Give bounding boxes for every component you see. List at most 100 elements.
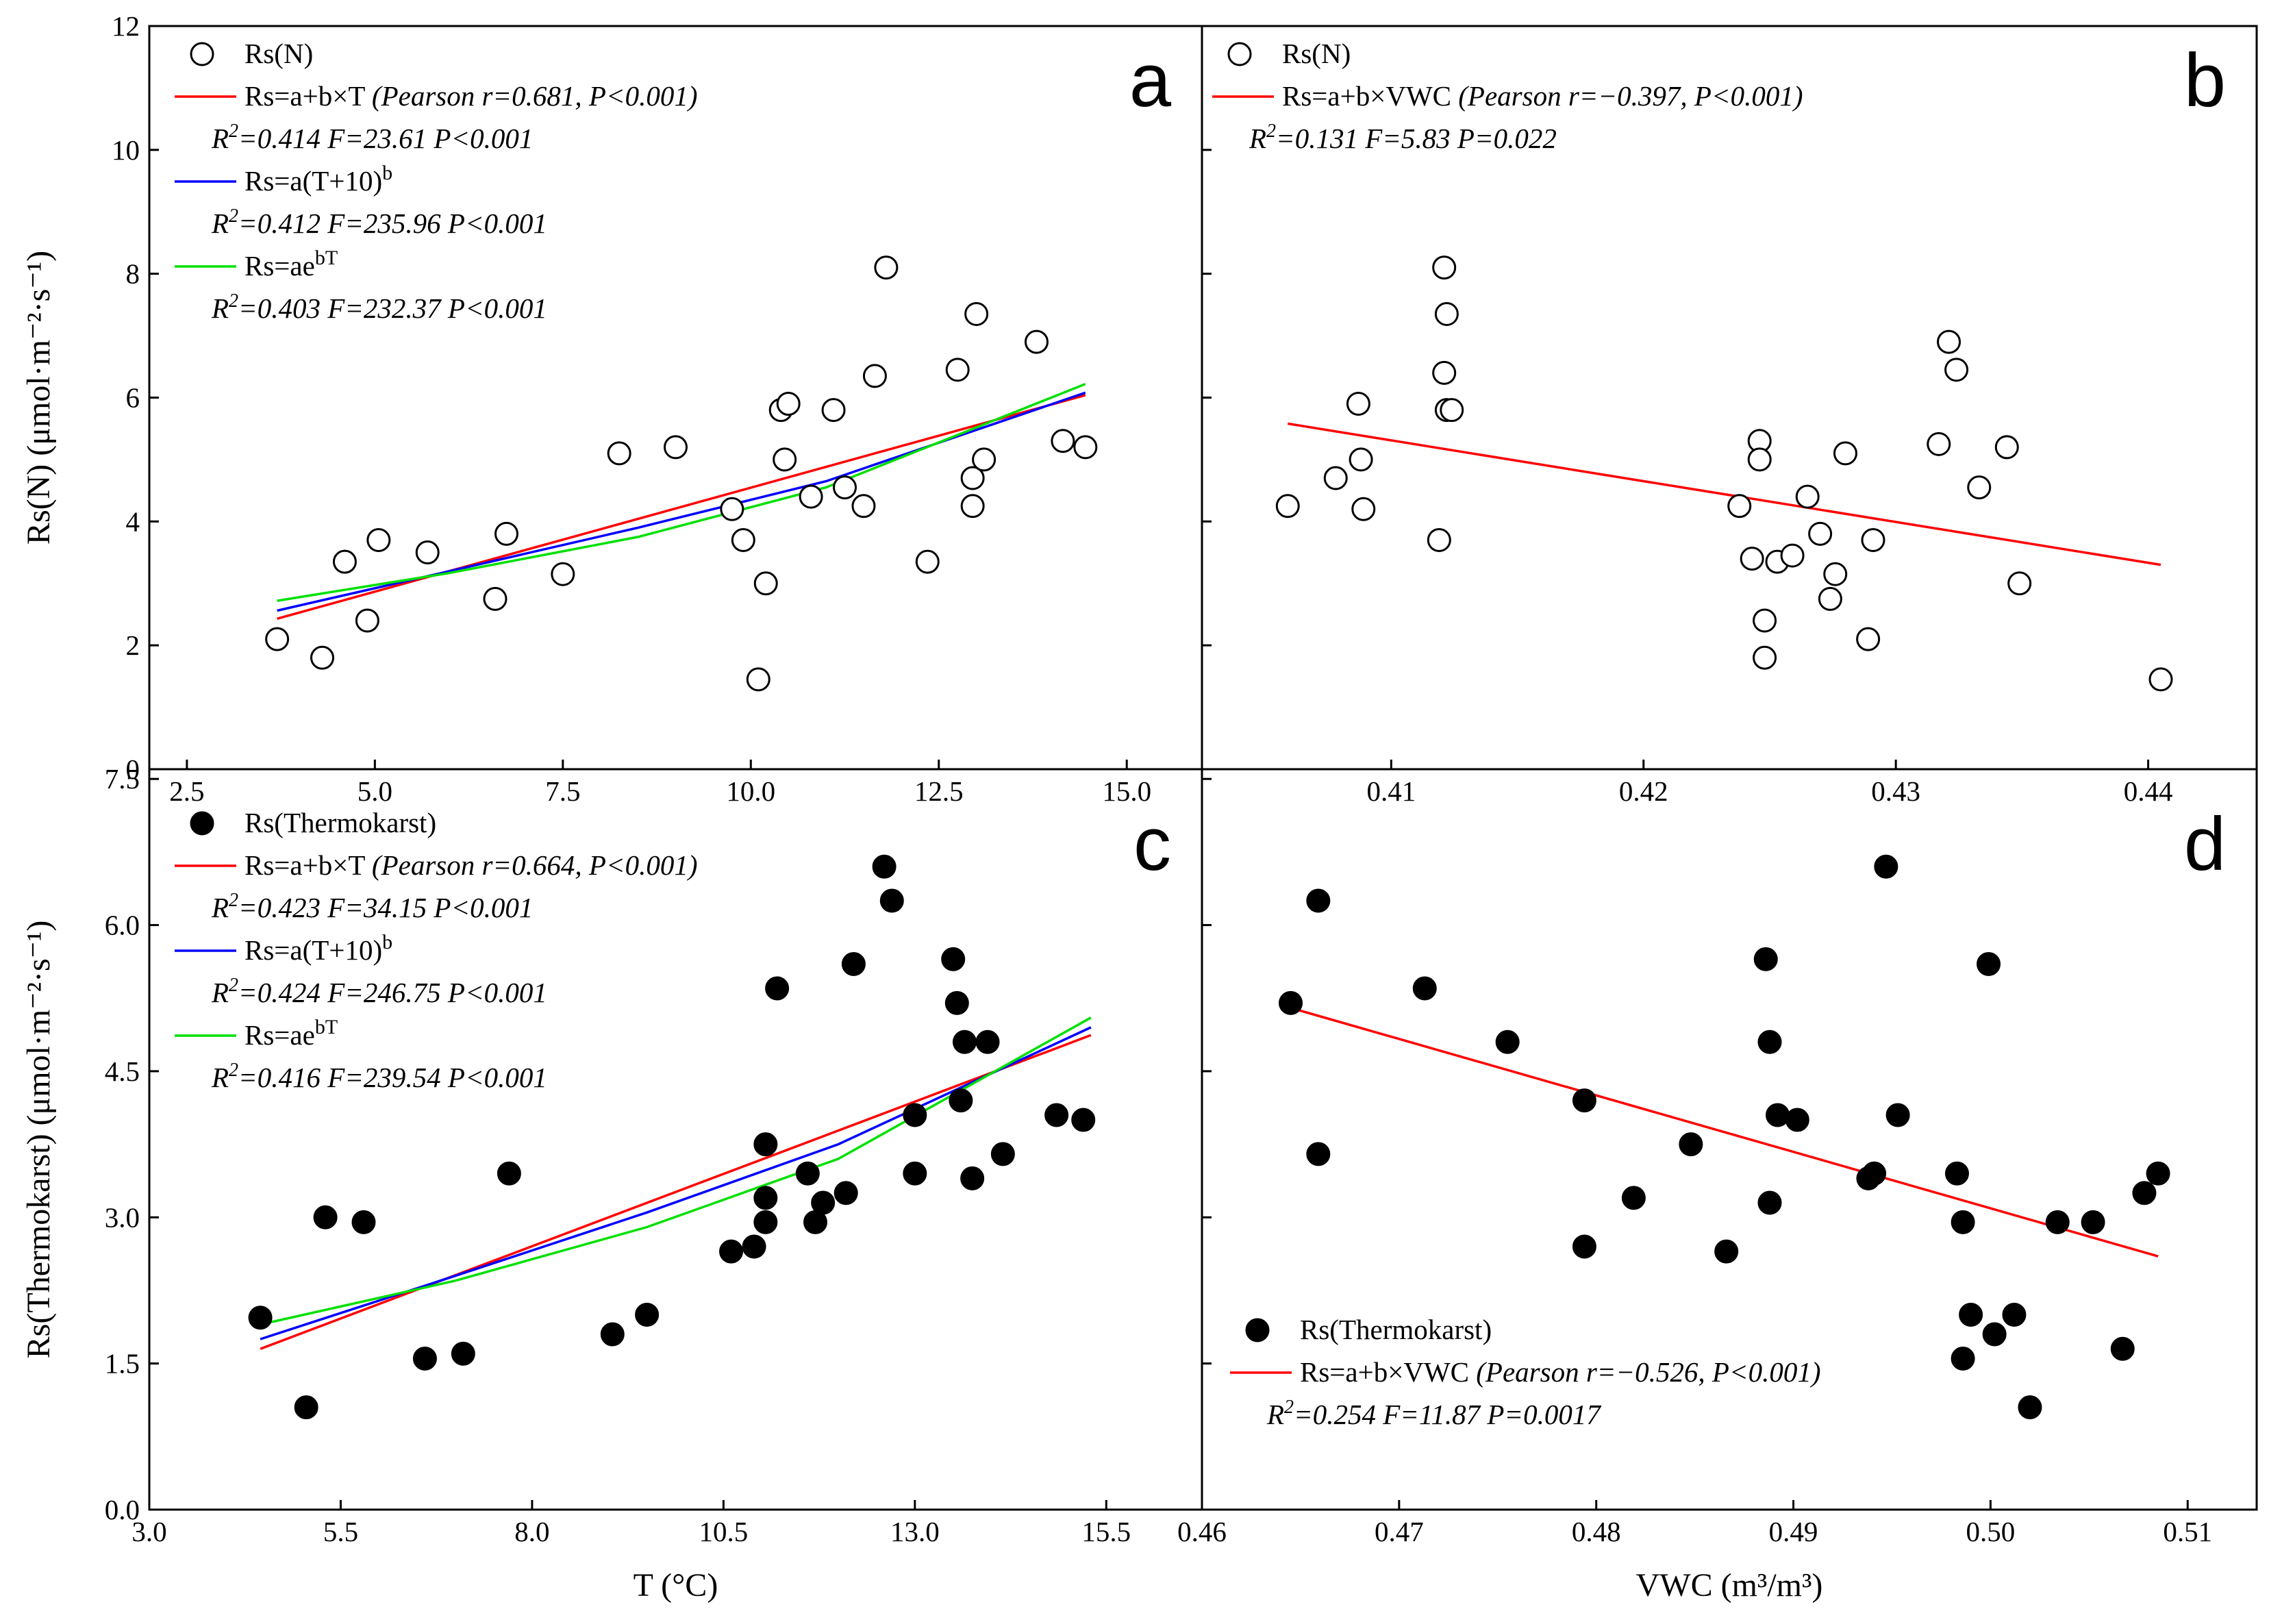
panel-a: 0 2 4 6 8 10 12 2.5 5.0 7.5 10.0 12.5 15.0 a Rs(N) Rs=a… <box>21 10 1203 807</box>
legend-marker <box>190 811 214 836</box>
data-point <box>1785 1108 1809 1132</box>
data-point <box>412 1347 437 1371</box>
x-tick-label: 3.0 <box>131 1516 166 1547</box>
x-tick-label: 5.5 <box>323 1516 358 1547</box>
x-axis-label: T (°C) <box>634 1567 718 1603</box>
data-point <box>1818 586 1842 611</box>
data-point <box>765 976 790 1001</box>
legend-label: Rs=aebT <box>245 1016 338 1051</box>
legend-label: Rs=aebT <box>245 247 338 282</box>
data-point <box>964 301 989 326</box>
x-tick-label: 10.5 <box>699 1516 748 1547</box>
data-point <box>313 1205 338 1229</box>
data-point <box>1051 429 1075 453</box>
legend-marker <box>190 42 214 66</box>
data-point <box>941 947 966 971</box>
data-point <box>753 1186 778 1210</box>
data-point <box>960 466 985 490</box>
data-point <box>1780 543 1805 568</box>
x-tick-label: 0.47 <box>1375 1516 1424 1547</box>
y-tick-label: 6.0 <box>105 910 140 941</box>
data-point <box>1967 475 1992 500</box>
data-point <box>1766 1103 1790 1127</box>
data-point <box>753 571 778 596</box>
data-point <box>355 608 379 633</box>
data-point <box>351 1210 376 1234</box>
data-point <box>1959 1303 1983 1327</box>
legend-label: Rs(N) <box>245 38 313 69</box>
data-point <box>1621 1186 1646 1210</box>
data-point <box>795 1161 820 1186</box>
legend-marker <box>1245 1318 1270 1342</box>
data-point <box>753 1132 778 1157</box>
data-point <box>949 1088 973 1113</box>
data-point <box>879 888 904 913</box>
data-point <box>1951 1347 1975 1371</box>
data-point <box>1823 562 1848 586</box>
legend-stat: R2=0.254 F=11.87 P=0.0017 <box>1266 1397 1601 1430</box>
x-tick-label: 13.0 <box>890 1516 940 1547</box>
data-point <box>607 441 631 466</box>
legend-label: Rs=a+b×T (Pearson r=0.664, P<0.001) <box>245 849 697 881</box>
data-point <box>1944 358 1969 382</box>
data-point <box>1306 1142 1331 1166</box>
data-point <box>2148 667 2173 692</box>
x-tick-label: 0.42 <box>1619 775 1668 807</box>
y-tick-label: 10 <box>112 134 140 166</box>
data-point <box>833 475 857 500</box>
data-point <box>841 951 866 976</box>
data-point <box>799 484 823 509</box>
data-point <box>2007 571 2032 596</box>
x-tick-label: 0.51 <box>2163 1516 2212 1547</box>
x-tick-label: 0.50 <box>1966 1516 2016 1547</box>
data-point <box>972 447 996 472</box>
x-tick-label: 15.0 <box>1102 775 1151 807</box>
y-tick-label: 7.5 <box>105 763 140 795</box>
x-tick-label: 10.0 <box>726 775 775 807</box>
data-point <box>1349 447 1373 472</box>
data-point <box>773 447 797 472</box>
data-point <box>1432 255 1457 280</box>
data-point <box>600 1322 625 1347</box>
data-point <box>945 358 970 382</box>
x-axis-label: VWC (m³/m³) <box>1636 1567 1823 1603</box>
data-point <box>1427 527 1451 552</box>
panel-c: 0.0 1.5 3.0 4.5 6.0 7.5 3.0 5.5 8.0 10.5 13.0 15.5 c… <box>21 763 1203 1603</box>
data-point <box>960 1166 985 1190</box>
legend-label: Rs=a+b×VWC (Pearson r=−0.397, P<0.001) <box>1282 80 1803 112</box>
y-tick-label: 12 <box>112 10 140 42</box>
data-point <box>851 494 876 519</box>
data-point <box>2132 1181 2157 1205</box>
data-point <box>1856 627 1881 651</box>
legend-label: Rs=a+b×VWC (Pearson r=−0.526, P<0.001) <box>1300 1356 1821 1388</box>
legend-stat: R2=0.423 F=34.15 P<0.001 <box>211 890 533 923</box>
data-point <box>1024 329 1049 354</box>
legend-stat: R2=0.412 F=235.96 P<0.001 <box>211 205 547 239</box>
data-point <box>1727 494 1752 519</box>
data-point <box>811 1190 836 1215</box>
data-point <box>1944 1161 1969 1186</box>
fit-line-red <box>277 394 1086 620</box>
data-point <box>1753 645 1777 670</box>
data-point <box>1994 435 2019 460</box>
data-point <box>551 562 575 586</box>
data-point <box>1951 1210 1975 1234</box>
data-point <box>2110 1336 2135 1361</box>
fit-line-blue <box>260 1026 1092 1340</box>
y-axis-label: Rs(N) (μmol·m⁻²·s⁻¹) <box>21 251 57 545</box>
data-point <box>1440 398 1464 423</box>
data-point <box>719 1239 744 1264</box>
data-point <box>821 398 846 423</box>
data-point <box>1757 1190 1782 1215</box>
data-point <box>960 494 985 519</box>
data-point <box>1885 1103 1910 1127</box>
data-point <box>294 1395 318 1420</box>
data-point <box>1714 1239 1739 1264</box>
data-point <box>1753 608 1777 633</box>
x-tick-label: 12.5 <box>914 775 964 807</box>
y-tick-label: 3.0 <box>105 1201 140 1233</box>
data-point <box>1927 432 1951 456</box>
data-point <box>862 364 887 388</box>
data-point <box>915 549 940 574</box>
